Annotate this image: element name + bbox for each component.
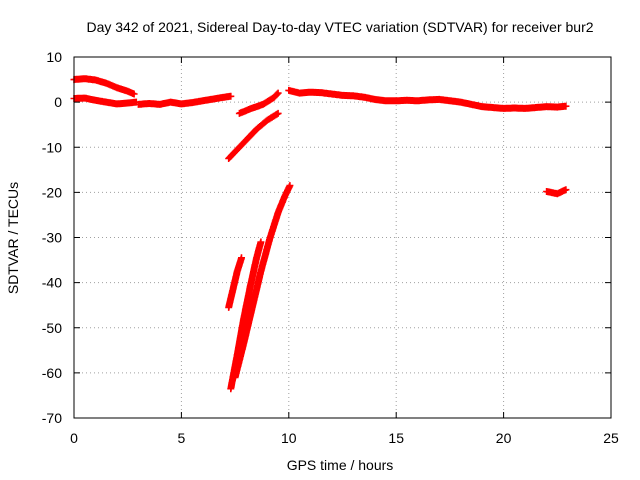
- data-points: [70, 75, 138, 98]
- x-tick-label: 10: [281, 430, 297, 446]
- x-tick-labels: 0 5 10 15 20 25: [70, 430, 619, 446]
- y-tick-label: -70: [42, 410, 62, 426]
- data-points: [70, 94, 140, 108]
- series-arc-deep-2: [227, 238, 265, 393]
- data-points: [225, 109, 282, 162]
- x-tick-label: 5: [178, 430, 186, 446]
- series-arc-baseline-start: [70, 94, 140, 108]
- data-points: [235, 89, 282, 117]
- y-tick-label: -60: [42, 365, 62, 381]
- chart-title: Day 342 of 2021, Sidereal Day-to-day VTE…: [86, 19, 593, 35]
- y-tick-label: -30: [42, 230, 62, 246]
- data-marks: [70, 75, 570, 393]
- data-points: [543, 186, 570, 198]
- y-tick-label: 0: [54, 94, 62, 110]
- series-arc-deep-1: [225, 254, 245, 311]
- grid-lines: [74, 57, 611, 418]
- series-arc-early-mid: [134, 92, 235, 108]
- data-points: [231, 182, 294, 381]
- data-points: [134, 92, 235, 108]
- series-arc-upper-start: [70, 75, 138, 98]
- axis-ticks: [73, 56, 612, 419]
- y-tick-label: -20: [42, 184, 62, 200]
- x-tick-label: 25: [603, 430, 619, 446]
- series-arc-late-mid: [285, 86, 570, 112]
- y-axis-title: SDTVAR / TECUs: [5, 182, 21, 294]
- data-points: [225, 254, 245, 311]
- series-arc-late-short: [543, 186, 570, 198]
- data-points: [285, 86, 570, 112]
- series-arc-dip-a: [225, 109, 282, 162]
- y-tick-label: -10: [42, 139, 62, 155]
- y-tick-label: 10: [46, 49, 62, 65]
- x-tick-label: 20: [496, 430, 512, 446]
- x-axis-title: GPS time / hours: [287, 457, 394, 473]
- x-tick-label: 15: [388, 430, 404, 446]
- series-arc-deep-3: [231, 182, 294, 381]
- data-points: [227, 238, 265, 393]
- y-tick-label: -50: [42, 320, 62, 336]
- x-tick-label: 0: [70, 430, 78, 446]
- series-arc-dip-b: [235, 89, 282, 117]
- y-tick-label: -40: [42, 275, 62, 291]
- y-tick-labels: 10 0 -10 -20 -30 -40 -50 -60 -70: [42, 49, 62, 426]
